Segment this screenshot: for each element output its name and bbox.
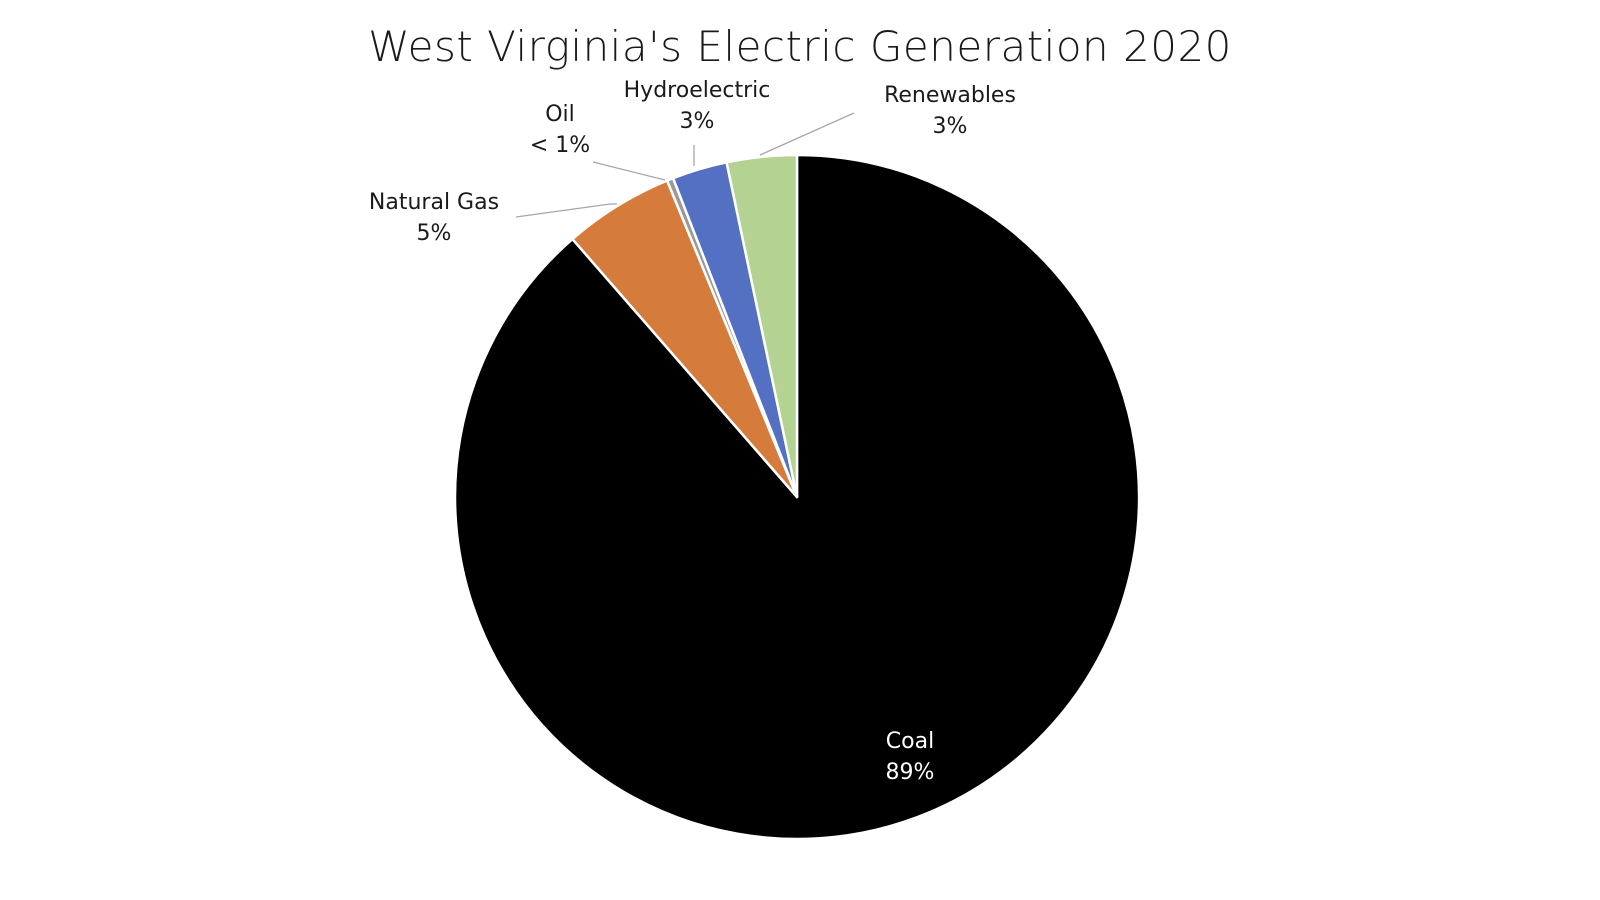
slice-percent-hydroelectric: 3%	[680, 109, 715, 134]
leader-line-oil	[592, 161, 666, 181]
pie-slices	[453, 153, 1141, 841]
leader-line-renewables	[759, 112, 855, 156]
slice-label-renewables: Renewables	[884, 83, 1016, 108]
data-labels: Coal 89% Natural Gas 5% Oil < 1% Hydroelectric…	[369, 78, 1016, 785]
slice-label-hydroelectric: Hydroelectric	[624, 78, 771, 103]
slice-percent-oil: < 1%	[530, 133, 590, 158]
leader-line-natural-gas	[515, 203, 617, 218]
slice-label-natural-gas: Natural Gas	[369, 190, 499, 215]
chart-title: West Virginia's Electric Generation 2020	[368, 22, 1232, 71]
slice-percent-renewables: 3%	[933, 114, 968, 139]
slice-label-coal: Coal	[886, 729, 934, 754]
pie-outline	[454, 154, 1140, 840]
slice-percent-coal: 89%	[886, 760, 935, 785]
slice-label-oil: Oil	[545, 102, 575, 127]
slice-percent-natural-gas: 5%	[417, 221, 452, 246]
leader-lines	[515, 112, 855, 218]
